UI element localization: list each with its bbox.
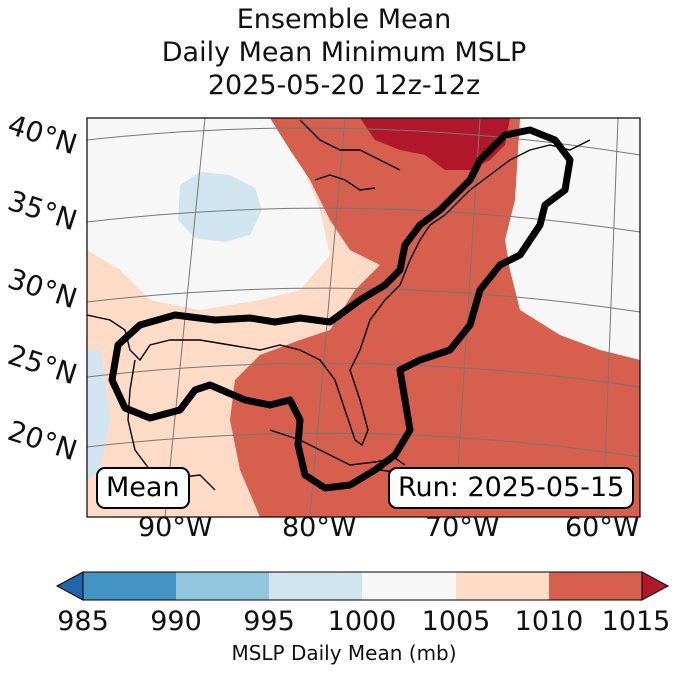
- map-frame: [86, 117, 641, 518]
- colorbar-bin-1010-1015: [549, 572, 642, 600]
- lon-label-80: 80°W: [282, 512, 357, 543]
- colorbar-tick-995: 995: [243, 606, 295, 637]
- colorbar-tick-1005: 1005: [421, 606, 491, 637]
- colorbar-label: MSLP Daily Mean (mb): [231, 641, 457, 665]
- colorbar-bin-1005-1010: [456, 572, 549, 600]
- colorbar-bin-985-990: [83, 572, 176, 600]
- mean-contour: [108, 126, 574, 492]
- field-995-1000-west: [178, 172, 262, 242]
- field-gt-1015: [360, 118, 510, 170]
- field-995-1000-south: [87, 350, 110, 480]
- colorbar-tick-1010: 1010: [514, 606, 584, 637]
- run-date-box: Run: 2025-05-15: [388, 467, 635, 509]
- field-1010-1015: [230, 118, 640, 517]
- colorbar-extend-high: [641, 571, 670, 601]
- lon-label-90: 90°W: [138, 512, 213, 543]
- colorbar-tick-1015: 1015: [601, 606, 671, 637]
- title-line-2: Daily Mean Minimum MSLP: [161, 37, 527, 68]
- colorbar-extend-low: [55, 571, 84, 601]
- field-1000-1005-east: [510, 118, 640, 290]
- colorbar-bin-1000-1005: [362, 572, 456, 600]
- legend-mean-box: Mean: [96, 467, 190, 509]
- title-line-1: Ensemble Mean: [236, 4, 452, 35]
- lon-label-60: 60°W: [565, 512, 640, 543]
- title-line-3: 2025-05-20 12z-12z: [207, 70, 481, 101]
- lon-label-70: 70°W: [425, 512, 500, 543]
- colorbar-bin-990-995: [176, 572, 269, 600]
- colorbar-tick-985: 985: [57, 606, 109, 637]
- colorbar-bin-995-1000: [269, 572, 362, 600]
- colorbar-tick-990: 990: [150, 606, 202, 637]
- colorbar-tick-1000: 1000: [327, 606, 397, 637]
